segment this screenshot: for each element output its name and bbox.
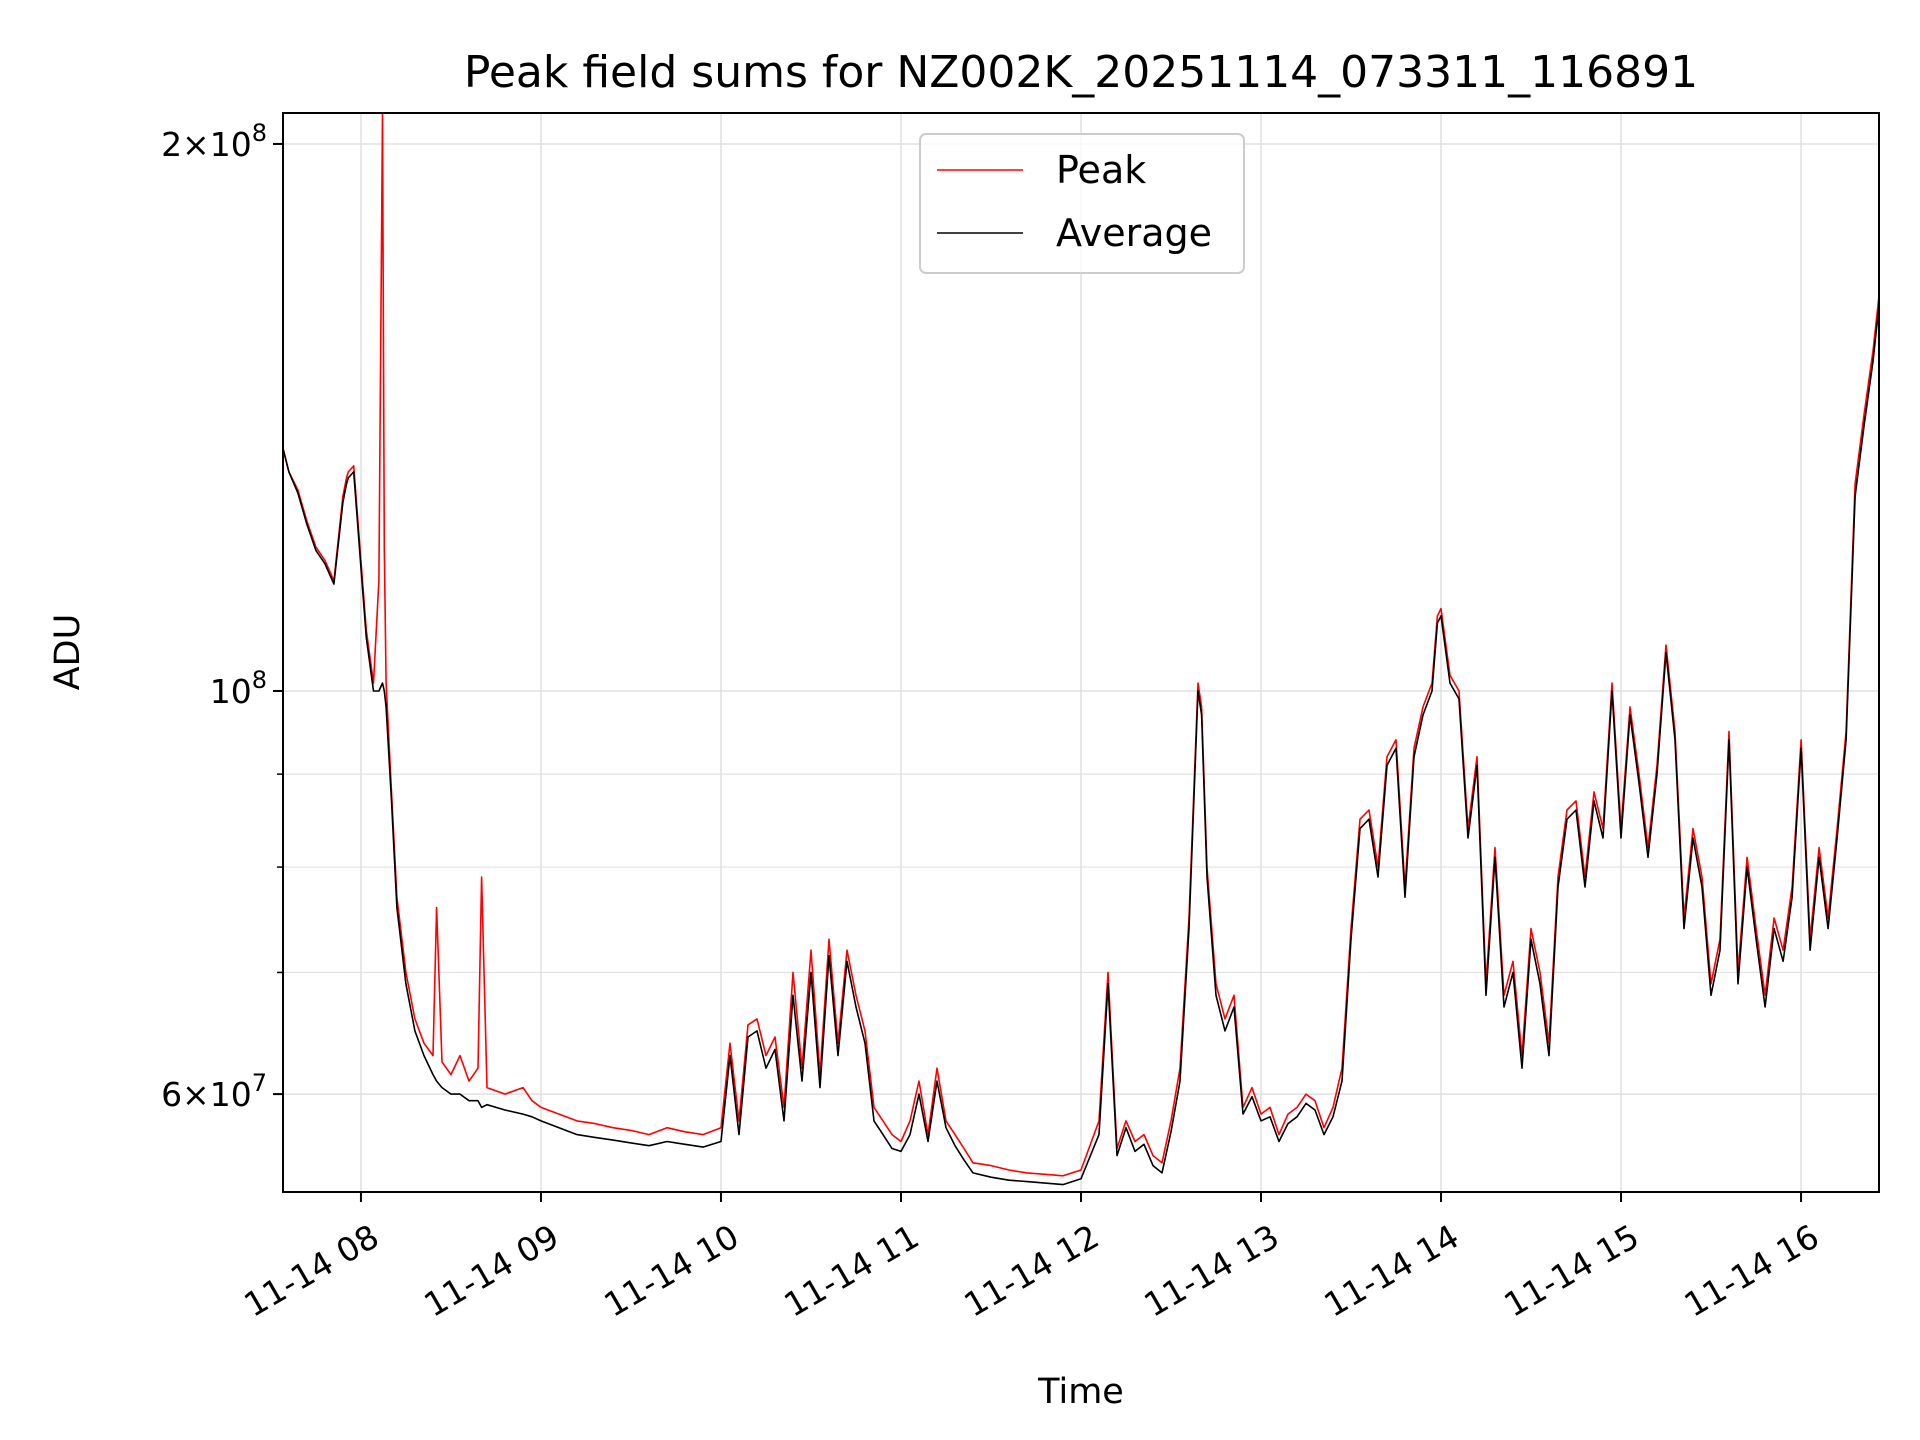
y-tick-base: 10 — [210, 125, 252, 164]
legend-peak-label: Peak — [1056, 148, 1146, 192]
y-tick-label: 2×108 — [161, 119, 267, 164]
series-line-average — [283, 305, 1879, 1186]
y-tick-exponent: 8 — [252, 119, 267, 147]
y-tick-label: 108 — [210, 666, 267, 711]
legend-average-label: Average — [1056, 211, 1212, 255]
y-tick-base: 10 — [210, 672, 252, 711]
legend: Peak Average — [919, 133, 1245, 274]
chart-title: Peak field sums for NZ002K_20251114_0733… — [464, 47, 1698, 98]
y-axis-title: ADU — [48, 614, 88, 691]
legend-box — [919, 133, 1245, 274]
x-axis-title: Time — [1037, 1372, 1124, 1412]
y-tick-mantissa: 6× — [161, 1075, 210, 1114]
y-tick-exponent: 8 — [252, 666, 267, 694]
series-layer — [283, 113, 1879, 1186]
y-tick-exponent: 7 — [252, 1069, 267, 1097]
y-tick-label: 6×107 — [161, 1069, 267, 1114]
y-tick-base: 10 — [210, 1075, 252, 1114]
y-tick-mantissa: 2× — [161, 125, 210, 164]
